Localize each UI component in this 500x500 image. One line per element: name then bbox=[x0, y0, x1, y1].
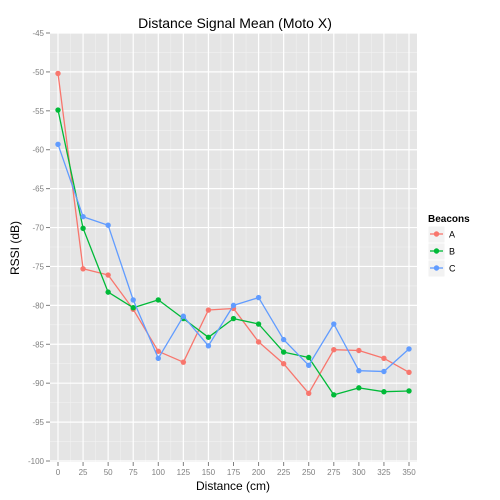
data-point-B bbox=[55, 107, 61, 113]
data-point-B bbox=[155, 297, 161, 303]
legend-title: Beacons bbox=[428, 214, 470, 225]
y-axis-label: RSSI (dB) bbox=[8, 221, 22, 275]
x-tick-label: 25 bbox=[79, 468, 88, 477]
data-point-A bbox=[406, 369, 412, 375]
y-tick-label: -70 bbox=[32, 224, 44, 233]
data-point-C bbox=[105, 222, 111, 228]
data-point-C bbox=[230, 302, 237, 309]
x-tick-label: 325 bbox=[377, 468, 391, 477]
x-tick-label: 0 bbox=[56, 468, 61, 477]
legend: Beacons ABC bbox=[427, 214, 470, 278]
data-point-C bbox=[280, 336, 287, 343]
data-point-A bbox=[255, 339, 262, 345]
data-point-B bbox=[331, 392, 337, 398]
data-point-C bbox=[130, 297, 136, 303]
data-point-B bbox=[130, 304, 136, 311]
data-point-A bbox=[280, 361, 287, 367]
data-point-B bbox=[105, 289, 111, 295]
data-point-A bbox=[306, 390, 312, 396]
series-layer bbox=[55, 70, 412, 398]
data-point-B bbox=[406, 388, 412, 394]
data-point-C bbox=[255, 294, 262, 301]
data-point-A bbox=[356, 347, 362, 354]
series-C bbox=[55, 141, 412, 375]
y-tick-label: -90 bbox=[32, 379, 44, 388]
data-point-A bbox=[105, 272, 111, 278]
x-tick-label: 50 bbox=[104, 468, 113, 477]
legend-key-point bbox=[433, 248, 440, 254]
x-tick-label: 225 bbox=[277, 468, 291, 477]
legend-label: A bbox=[449, 230, 455, 240]
data-point-B bbox=[205, 334, 212, 340]
y-tick-label: -75 bbox=[32, 262, 44, 271]
data-point-A bbox=[381, 355, 387, 361]
data-point-C bbox=[306, 362, 312, 368]
legend-label: C bbox=[449, 264, 456, 274]
x-tick-label: 75 bbox=[129, 468, 138, 477]
data-point-B bbox=[230, 315, 237, 322]
x-tick-label: 275 bbox=[327, 468, 341, 477]
y-axis: -100 -95 -90 -85 -80 -75 -70 -65 -60 -55 -50 -45 bbox=[28, 29, 50, 466]
data-point-B bbox=[255, 321, 262, 327]
legend-key-point bbox=[433, 231, 440, 237]
y-tick-label: -50 bbox=[32, 68, 44, 77]
x-axis-label: Distance (cm) bbox=[196, 479, 270, 493]
x-tick-label: 150 bbox=[202, 468, 216, 477]
data-point-C bbox=[331, 321, 337, 327]
y-tick-label: -60 bbox=[32, 146, 44, 155]
data-point-A bbox=[331, 347, 337, 353]
y-tick-label: -95 bbox=[32, 418, 44, 427]
y-tick-label: -85 bbox=[32, 340, 44, 349]
y-tick-label: -45 bbox=[32, 29, 44, 38]
x-tick-label: 250 bbox=[302, 468, 316, 477]
data-point-C bbox=[180, 313, 187, 319]
y-tick-label: -55 bbox=[32, 107, 44, 116]
x-tick-label: 200 bbox=[252, 468, 266, 477]
major-gridlines bbox=[50, 32, 417, 462]
x-tick-label: 175 bbox=[227, 468, 241, 477]
data-point-B bbox=[381, 389, 387, 395]
data-point-B bbox=[80, 225, 86, 232]
chart-title: Distance Signal Mean (Moto X) bbox=[138, 15, 332, 31]
data-point-B bbox=[306, 354, 312, 361]
data-point-A bbox=[180, 359, 187, 365]
data-point-A bbox=[55, 70, 61, 77]
x-tick-label: 300 bbox=[352, 468, 366, 477]
x-axis: 0 25 50 75 100 125 150 175 200 225 250 275 300 325 350 bbox=[56, 462, 416, 477]
data-point-B bbox=[356, 385, 362, 391]
y-tick-label: -100 bbox=[28, 457, 45, 466]
data-point-C bbox=[55, 141, 61, 147]
y-tick-label: -65 bbox=[32, 185, 44, 194]
data-point-C bbox=[80, 213, 86, 220]
data-point-C bbox=[406, 346, 412, 352]
y-tick-label: -80 bbox=[32, 301, 44, 310]
series-B bbox=[55, 107, 412, 398]
data-point-A bbox=[155, 348, 161, 354]
x-tick-label: 125 bbox=[177, 468, 191, 477]
data-point-C bbox=[356, 368, 362, 374]
legend-label: B bbox=[449, 247, 455, 257]
data-point-C bbox=[155, 355, 161, 361]
legend-key-point bbox=[433, 265, 440, 271]
x-tick-label: 350 bbox=[402, 468, 416, 477]
data-point-A bbox=[205, 307, 212, 313]
data-point-C bbox=[381, 368, 387, 375]
data-point-B bbox=[280, 349, 287, 355]
data-point-A bbox=[80, 266, 86, 272]
x-tick-label: 100 bbox=[152, 468, 166, 477]
data-point-C bbox=[205, 343, 212, 349]
